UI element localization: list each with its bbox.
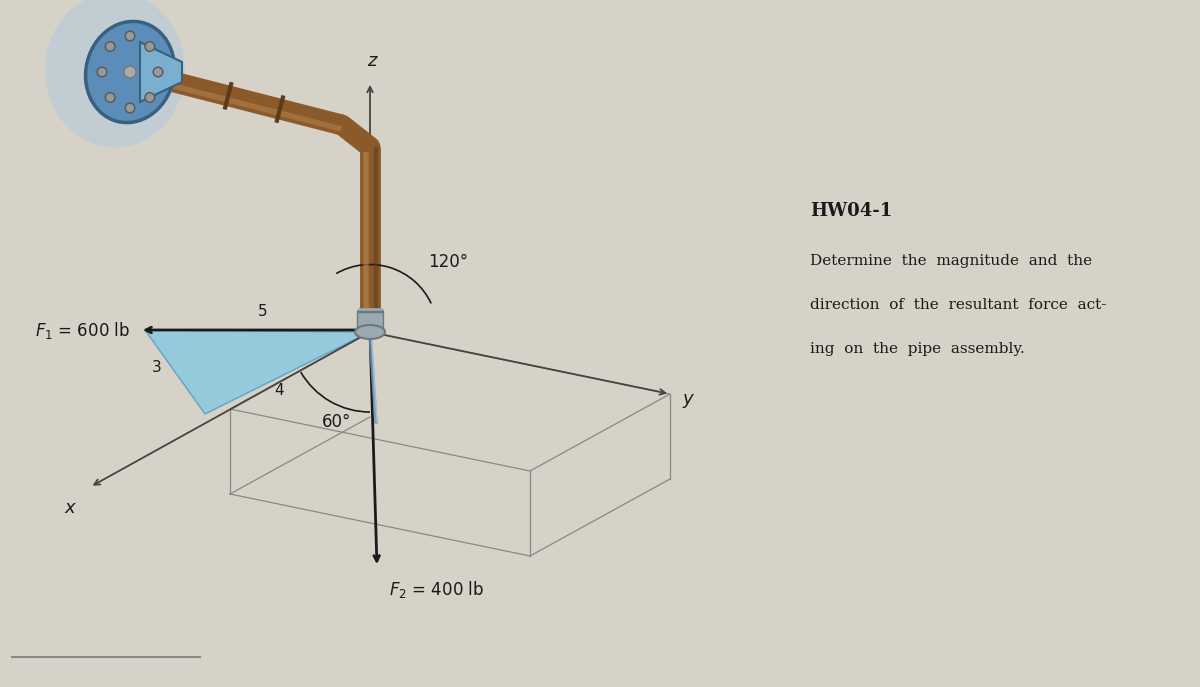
Ellipse shape xyxy=(46,0,185,148)
Ellipse shape xyxy=(85,21,174,122)
Polygon shape xyxy=(140,42,182,102)
Text: y: y xyxy=(682,390,692,408)
Circle shape xyxy=(124,66,136,78)
Circle shape xyxy=(125,31,134,41)
Text: 4: 4 xyxy=(275,383,284,398)
Text: 120°: 120° xyxy=(428,253,468,271)
Polygon shape xyxy=(145,330,370,414)
Text: $F_2$ = 400 lb: $F_2$ = 400 lb xyxy=(389,579,485,600)
Text: 5: 5 xyxy=(258,304,268,319)
Circle shape xyxy=(154,67,163,77)
Circle shape xyxy=(97,67,107,77)
Circle shape xyxy=(106,42,115,52)
Text: $F_1$ = 600 lb: $F_1$ = 600 lb xyxy=(35,319,130,341)
Text: direction  of  the  resultant  force  act-: direction of the resultant force act- xyxy=(810,298,1106,312)
Circle shape xyxy=(106,93,115,102)
Text: Determine  the  magnitude  and  the: Determine the magnitude and the xyxy=(810,254,1092,268)
FancyBboxPatch shape xyxy=(358,312,383,334)
Text: ing  on  the  pipe  assembly.: ing on the pipe assembly. xyxy=(810,342,1025,356)
Text: x: x xyxy=(65,499,76,517)
Circle shape xyxy=(145,42,155,52)
Text: HW04-1: HW04-1 xyxy=(810,202,893,220)
Text: z: z xyxy=(367,52,377,70)
Text: 3: 3 xyxy=(152,359,162,374)
Ellipse shape xyxy=(355,325,385,339)
Text: 60°: 60° xyxy=(322,413,352,431)
Circle shape xyxy=(145,93,155,102)
Circle shape xyxy=(125,103,134,113)
